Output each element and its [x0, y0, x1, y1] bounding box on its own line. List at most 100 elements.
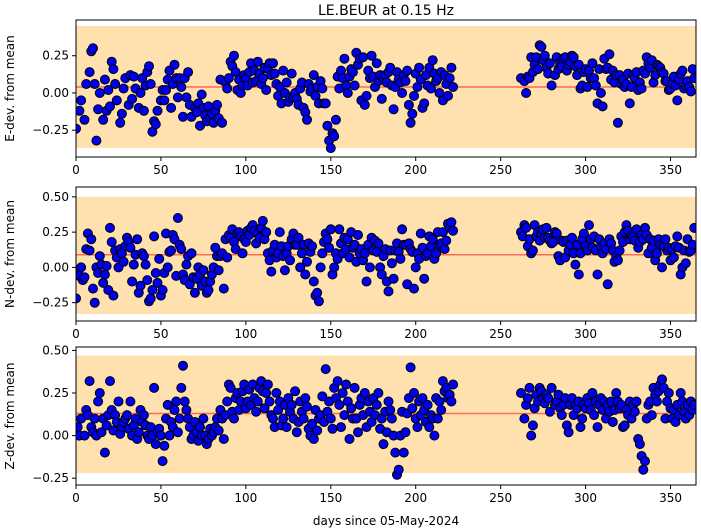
e-panel-x-tick-label: 100: [234, 163, 257, 177]
e-panel-point: [229, 50, 239, 61]
z-panel-point: [113, 396, 124, 407]
z-panel-point: [325, 413, 336, 424]
z-panel-point: [281, 422, 292, 433]
n-panel-point: [388, 273, 399, 284]
z-panel-point: [341, 379, 352, 390]
e-panel-point: [169, 59, 180, 70]
n-panel-point: [108, 290, 119, 301]
e-panel-point: [409, 90, 419, 101]
e-panel-point: [110, 79, 121, 89]
z-panel-point: [527, 420, 538, 431]
e-panel-point: [76, 105, 85, 116]
n-panel-point: [162, 262, 173, 273]
n-panel-point: [213, 265, 224, 276]
e-panel-point: [342, 88, 353, 98]
z-panel-point: [353, 427, 363, 438]
e-panel-point: [76, 123, 81, 134]
e-panel-point: [111, 95, 122, 106]
z-panel-point: [264, 396, 275, 407]
e-panel-point: [145, 79, 156, 89]
n-panel-point: [237, 248, 248, 259]
z-panel-point: [101, 420, 112, 431]
z-panel-point: [150, 439, 161, 450]
n-panel-point: [307, 241, 318, 252]
e-panel-point: [636, 83, 647, 94]
z-panel-point: [412, 422, 423, 433]
z-panel-point: [271, 388, 282, 398]
e-panel-frame: [75, 19, 697, 158]
e-panel-x-tick-label: 150: [319, 163, 342, 177]
z-panel-point: [371, 399, 382, 410]
z-panel-point: [172, 427, 183, 438]
e-panel-point: [115, 117, 126, 128]
e-panel-point: [128, 71, 139, 82]
n-panel-point: [166, 245, 177, 256]
e-panel-point: [135, 88, 146, 98]
z-panel-point: [251, 406, 262, 417]
n-panel-point: [651, 248, 662, 259]
z-panel-point: [225, 382, 236, 393]
n-panel-x-tick-label: 200: [404, 327, 427, 341]
z-panel-point: [105, 376, 115, 387]
n-panel-x-tick-label: 350: [659, 327, 682, 341]
e-panel-point: [308, 70, 319, 81]
n-panel-point: [441, 235, 452, 246]
n-panel-point: [668, 252, 679, 263]
n-panel-point: [181, 259, 192, 270]
e-panel-point: [407, 108, 418, 119]
z-panel-point: [611, 388, 622, 398]
e-panel-point: [339, 53, 350, 64]
z-panel-point: [386, 413, 397, 424]
z-panel-point: [407, 403, 418, 414]
e-panel-point: [371, 58, 382, 69]
z-panel-point: [646, 410, 657, 421]
z-panel-point: [89, 413, 100, 424]
x-axis-label: days since 05-May-2024: [313, 514, 459, 528]
n-panel-point: [218, 283, 229, 294]
e-panel-point: [302, 114, 312, 125]
n-panel-point: [353, 230, 363, 240]
n-panel-point: [573, 269, 584, 280]
e-panel-points: [76, 40, 696, 154]
e-panel-point: [144, 61, 154, 72]
n-panel-point: [300, 269, 311, 280]
e-panel-point: [325, 143, 336, 154]
z-panel-x-tick-label: 200: [404, 491, 427, 505]
n-panel-point: [415, 228, 426, 239]
e-panel-point: [261, 85, 272, 95]
e-panel-y-tick-label: 0.25: [42, 49, 69, 63]
z-panel-y-tick-label: −0.25: [32, 471, 69, 485]
n-panel-point: [672, 231, 683, 242]
z-panel-point: [84, 376, 95, 387]
z-panel-point: [689, 399, 696, 410]
n-panel-point: [76, 293, 81, 304]
n-panel-point: [79, 272, 90, 283]
n-panel-point: [84, 245, 95, 256]
e-panel-point: [582, 82, 593, 92]
n-panel-point: [88, 283, 98, 294]
n-panel-point: [138, 251, 149, 262]
e-panel-point: [444, 73, 455, 84]
z-panel-x-tick-label: 150: [319, 491, 342, 505]
z-panel-point: [592, 422, 603, 433]
z-panel-point: [446, 396, 457, 407]
n-panel-point: [128, 259, 139, 270]
n-panel-point: [419, 273, 430, 284]
n-panel-point: [657, 262, 667, 273]
z-panel-point: [262, 379, 273, 390]
e-panel-point: [388, 104, 399, 115]
z-panel-y-tick-label: 0.00: [42, 429, 69, 443]
e-panel-point: [536, 41, 547, 52]
n-panel-point: [527, 245, 538, 256]
z-panel-point: [278, 413, 289, 424]
z-panel-point: [640, 456, 650, 467]
z-panel-x-tick-label: 100: [234, 491, 257, 505]
e-panel: 0 50 100 150 200 250 300 350 −0.25 0.00 0.25 E-dev.…: [3, 19, 697, 177]
e-panel-point: [93, 104, 104, 115]
e-panel-x-tick-label: 300: [574, 163, 597, 177]
n-panel-point: [324, 242, 335, 253]
e-panel-point: [427, 55, 438, 66]
n-panel-point: [152, 277, 163, 288]
n-panel-point: [302, 256, 312, 267]
z-panel-point: [651, 396, 662, 407]
